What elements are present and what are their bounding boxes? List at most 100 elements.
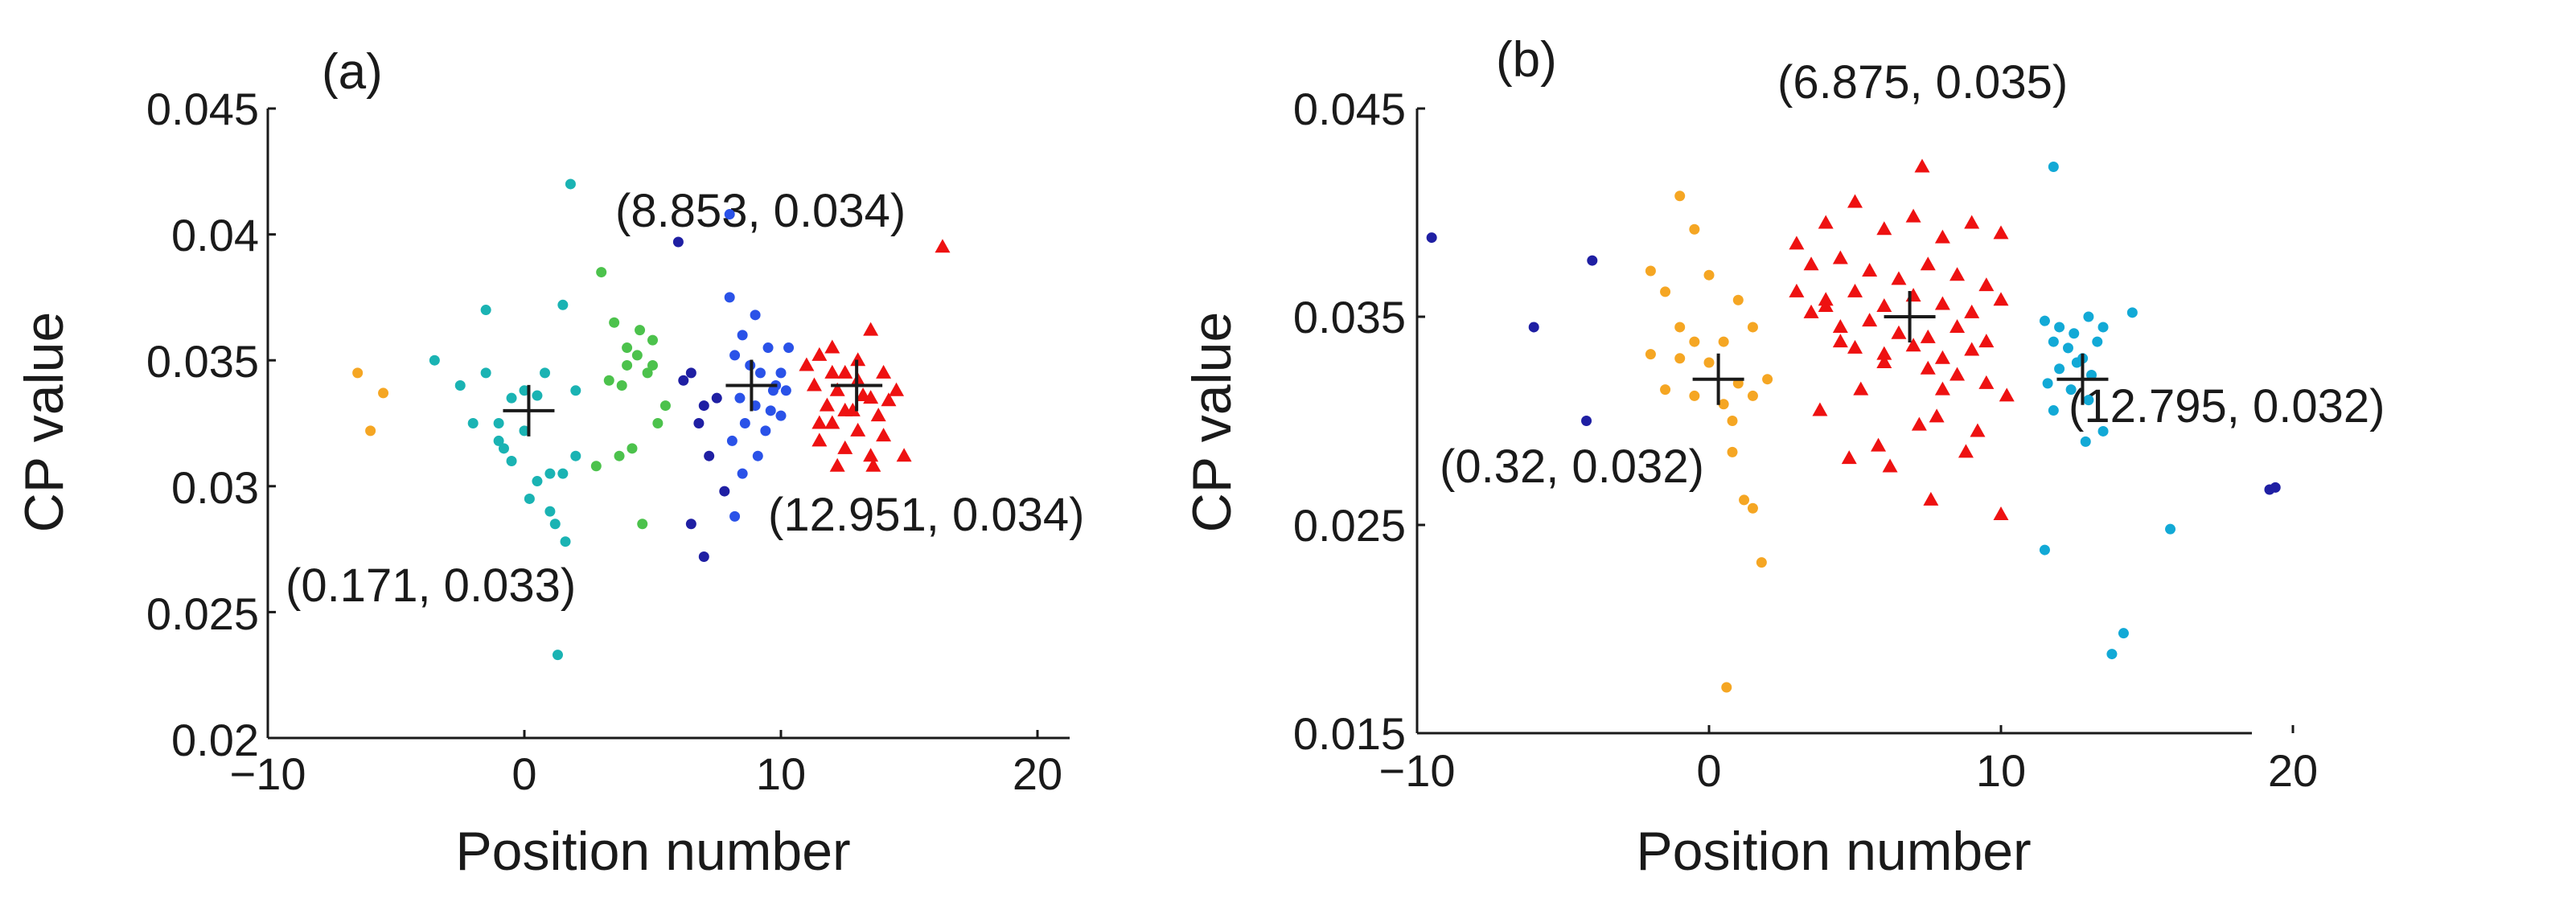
- panel-a-point-cluster-green: [647, 334, 658, 346]
- panel-b-point-cluster-orange: [1747, 390, 1758, 401]
- panel-a-point-cluster-teal: [429, 355, 440, 366]
- panel-b-point-cluster-red: [1862, 313, 1878, 327]
- panel-a-point-cluster-red: [837, 440, 853, 454]
- panel-a-point-cluster-teal: [532, 476, 543, 487]
- panel-a-point-cluster-teal: [532, 390, 543, 401]
- panel-b-point-cluster-red: [1891, 325, 1907, 339]
- panel-a-xtick-label: −10: [230, 748, 306, 799]
- panel-b-point-cluster-cyan: [2071, 357, 2082, 368]
- panel-a-point-cluster-teal: [544, 468, 556, 479]
- panel-a-point-cluster-teal: [540, 367, 551, 379]
- panel-b: (b) 0.045 0.035 0.025 0.015 −10 0 10 20 …: [1181, 32, 2385, 882]
- panel-a-point-cluster-green: [637, 519, 648, 530]
- panel-b-point-cluster-cyan: [2165, 523, 2176, 535]
- panel-a-point-cluster-red: [811, 346, 828, 361]
- panel-b-point-cluster-cyan: [2039, 544, 2050, 555]
- panel-a-point-cluster-orange: [365, 425, 376, 437]
- panel-a-point-cluster-teal-high: [565, 178, 576, 190]
- panel-a-point-cluster-blue: [737, 330, 748, 341]
- panel-b-point-cluster-orange: [1645, 349, 1656, 360]
- panel-a-point-cluster-red: [876, 364, 892, 379]
- panel-b-point-cluster-red: [1862, 263, 1878, 277]
- panel-b-point-cluster-red: [1934, 381, 1950, 396]
- panel-a-centroid-marker: [503, 384, 555, 437]
- panel-a-point-cluster-blue: [775, 410, 787, 421]
- panel-b-point-cluster-red: [1929, 408, 1945, 423]
- panel-b-point-cluster-cyan: [2126, 307, 2138, 318]
- panel-b-ytick-label: 0.025: [1293, 500, 1406, 551]
- panel-a-point-cluster-teal: [524, 493, 535, 504]
- panel-a-centroid-marker: [725, 359, 778, 412]
- panel-b-xtick-label: −10: [1379, 745, 1456, 796]
- panel-b-point-cluster-red: [1978, 375, 1995, 389]
- panel-a-point-cluster-blue: [780, 385, 791, 396]
- panel-a-point-cluster-teal: [544, 506, 556, 517]
- panel-b-point-cluster-cyan: [2039, 315, 2050, 326]
- panel-a-point-cluster-green: [659, 400, 671, 412]
- panel-a-point-cluster-green: [635, 325, 646, 336]
- panel-b-point-cluster-orange: [1660, 384, 1671, 396]
- panel-b-point-cluster-red: [1905, 338, 1921, 352]
- panel-b-point-cluster-orange: [1689, 336, 1700, 347]
- panel-b-point-cluster-red: [1789, 283, 1805, 297]
- panel-a-point-cluster-orange: [352, 367, 364, 379]
- panel-a-point-cluster-blue: [760, 425, 771, 437]
- panel-b-point-cluster-red: [1876, 221, 1892, 236]
- panel-b-point-cluster-red: [1847, 283, 1863, 297]
- panel-b-point-cluster-red: [1970, 423, 1986, 437]
- panel-a-xtick-label: 20: [1013, 748, 1062, 799]
- panel-a-point-cluster-green: [622, 359, 633, 371]
- panel-a-ytick-label: 0.025: [146, 588, 259, 639]
- panel-b-point-cluster-orange: [1689, 223, 1700, 235]
- panel-a-point-cluster-red: [870, 408, 886, 422]
- panel-a-point-cluster-orange: [378, 387, 389, 399]
- panel-b-point-cluster-cyan: [2054, 363, 2065, 375]
- panel-a-point-cluster-blue: [729, 510, 741, 522]
- panel-b-point-cluster-red: [1964, 215, 1980, 229]
- panel-a-centroid-marker: [831, 359, 883, 412]
- panel-a-point-cluster-blue: [724, 209, 735, 220]
- panel-a-point-cluster-blue: [737, 468, 748, 479]
- panel-a-point-cluster-dark-blue: [719, 486, 730, 497]
- panel-b-point-cluster-cyan: [2080, 436, 2091, 447]
- panel-b-point-cluster-red: [1905, 288, 1921, 302]
- panel-b-centroid-marker: [2056, 353, 2109, 405]
- panel-a-point-cluster-red: [829, 382, 845, 396]
- panel-a-point-cluster-red: [850, 422, 866, 437]
- panel-b-point-cluster-red: [1905, 208, 1921, 223]
- panel-a-point-cluster-red: [824, 415, 840, 429]
- panel-a: (a) 0.045 0.04 0.035 0.03 0.025 0.02 −10…: [14, 44, 1084, 882]
- panel-a-point-cluster-green: [652, 418, 664, 428]
- panel-a-label: (a): [322, 44, 383, 100]
- panel-a-point-cluster-dark-blue: [704, 450, 715, 461]
- panel-b-centroid-annotation: (12.795, 0.032): [2069, 380, 2385, 433]
- panel-b-point-cluster-orange: [1718, 399, 1729, 410]
- panel-b-point-cluster-cyan: [2118, 628, 2129, 639]
- panel-b-point-cluster-cyan: [2048, 162, 2059, 173]
- panel-a-point-cluster-red: [824, 364, 840, 379]
- panel-a-point-cluster-blue: [752, 450, 763, 461]
- panel-b-point-cluster-dark-blue: [1587, 255, 1598, 266]
- panel-b-point-cluster-orange: [1739, 494, 1750, 506]
- panel-b-point-cluster-red: [1920, 360, 1936, 375]
- panel-b-point-cluster-orange: [1674, 322, 1686, 333]
- panel-b-xtick-label: 10: [1976, 745, 2026, 796]
- panel-b-point-cluster-red: [1832, 250, 1848, 264]
- panel-b-point-cluster-orange: [1747, 502, 1758, 514]
- panel-b-point-cluster-red: [1949, 267, 1966, 281]
- panel-a-point-cluster-red: [881, 392, 897, 407]
- panel-b-point-cluster-orange: [1732, 294, 1744, 305]
- panel-b-ytick-label: 0.015: [1293, 708, 1406, 759]
- panel-a-xtick-label: 0: [512, 748, 536, 799]
- panel-b-point-cluster-red: [1876, 298, 1892, 313]
- panel-a-centroid-annotation: (12.951, 0.034): [768, 489, 1084, 541]
- panel-b-point-cluster-red: [1999, 387, 2015, 402]
- panel-b-point-cluster-orange: [1756, 557, 1767, 568]
- panel-a-point-cluster-red: [819, 397, 835, 412]
- panel-a-point-cluster-blue: [762, 342, 774, 354]
- panel-a-point-cluster-teal: [454, 380, 466, 392]
- panel-b-point-cluster-dark-blue: [1528, 322, 1539, 333]
- panel-a-point-cluster-green: [616, 380, 627, 392]
